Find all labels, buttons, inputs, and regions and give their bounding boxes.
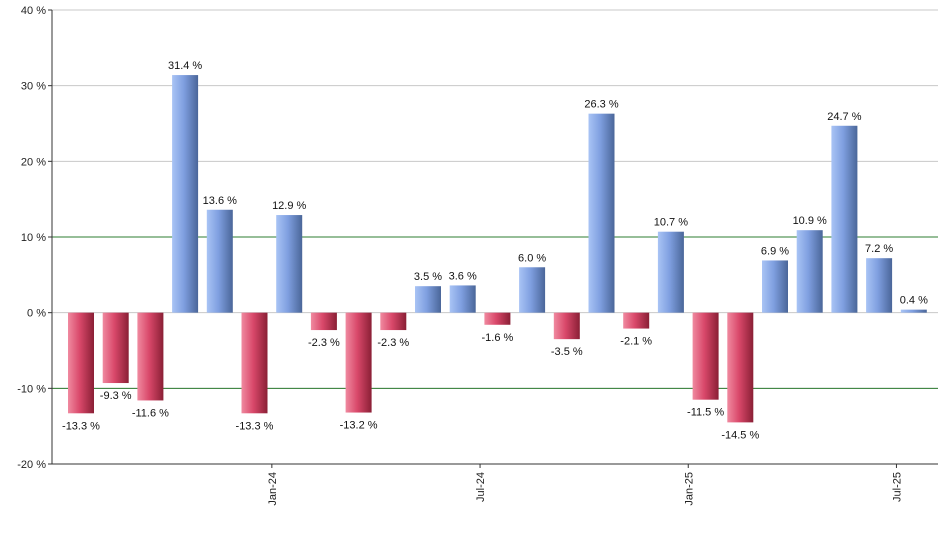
bar-positive xyxy=(866,258,893,313)
bar-positive xyxy=(762,260,788,313)
data-label: 6.0 % xyxy=(518,252,546,264)
data-label: 0.4 % xyxy=(900,295,928,307)
bar-positive xyxy=(796,230,823,313)
bar-positive xyxy=(588,113,615,313)
bar-positive xyxy=(172,75,199,313)
x-tick-label: Jan-24 xyxy=(267,472,279,506)
data-label: 10.7 % xyxy=(654,217,688,229)
bar-negative xyxy=(137,312,164,401)
data-label: 13.6 % xyxy=(203,195,237,207)
y-tick-label: 20 % xyxy=(21,156,46,168)
data-label: 3.6 % xyxy=(449,270,477,282)
x-tick-label: Jan-25 xyxy=(683,472,695,506)
data-label: -11.6 % xyxy=(132,407,169,419)
data-labels: -13.3 % -9.3 %-11.6 % 31.4 % 13.6 % -13.3 % 1… xyxy=(62,60,928,441)
y-tick-label: 30 % xyxy=(21,81,46,93)
data-label: -1.6 % xyxy=(482,332,514,344)
bar-positive xyxy=(276,215,303,313)
data-label: 24.7 % xyxy=(827,111,861,123)
data-label: -2.3 % xyxy=(377,337,409,349)
bar-negative xyxy=(380,312,407,331)
bar-positive xyxy=(206,209,233,313)
bar-negative xyxy=(727,312,754,423)
y-tick-label: -10 % xyxy=(17,383,46,395)
data-label: -2.3 % xyxy=(308,337,340,349)
bar-positive xyxy=(900,309,927,313)
bar-positive xyxy=(831,125,858,313)
y-tick-label: 0 % xyxy=(27,308,46,320)
bar-positive xyxy=(449,285,476,313)
x-tick-label: Jul-24 xyxy=(475,472,487,502)
bar-positive xyxy=(519,267,546,313)
data-label: 10.9 % xyxy=(793,215,827,227)
bar-negative xyxy=(345,312,372,413)
data-label: 7.2 % xyxy=(865,243,893,255)
data-label: -13.3 % xyxy=(236,420,274,432)
bar-negative xyxy=(623,312,650,329)
y-tick-label: -20 % xyxy=(17,459,46,471)
bar-positive xyxy=(657,231,684,313)
bar-negative xyxy=(484,312,511,325)
bar-negative xyxy=(241,312,268,414)
data-label: -2.1 % xyxy=(620,336,652,348)
data-label: -11.5 % xyxy=(687,407,724,419)
bar-negative xyxy=(102,312,129,384)
y-tick-label: 10 % xyxy=(21,232,46,244)
data-label: 6.9 % xyxy=(761,245,789,257)
bars xyxy=(68,75,927,423)
data-label: 26.3 % xyxy=(584,99,618,111)
data-label: 3.5 % xyxy=(414,271,442,283)
data-label: -14.5 % xyxy=(721,429,759,441)
data-label: -3.5 % xyxy=(551,346,583,358)
bar-negative xyxy=(553,312,580,340)
data-label: 12.9 % xyxy=(272,200,306,212)
data-label: -13.3 % xyxy=(62,420,100,432)
data-label: 31.4 % xyxy=(168,60,202,72)
data-label: -13.2 % xyxy=(340,420,378,432)
reference-lines xyxy=(52,236,938,389)
bar-negative xyxy=(692,312,719,400)
bar-negative xyxy=(68,312,94,414)
bar-negative xyxy=(310,312,337,331)
bar-positive xyxy=(415,286,441,313)
axes: -20 % -10 % 0 % 10 % 20 % 30 % 40 % Jan-24 Jul-2… xyxy=(17,5,938,506)
x-tick-label: Jul-25 xyxy=(891,472,903,502)
y-tick-label: 40 % xyxy=(21,5,46,17)
data-label: -9.3 % xyxy=(100,390,132,402)
